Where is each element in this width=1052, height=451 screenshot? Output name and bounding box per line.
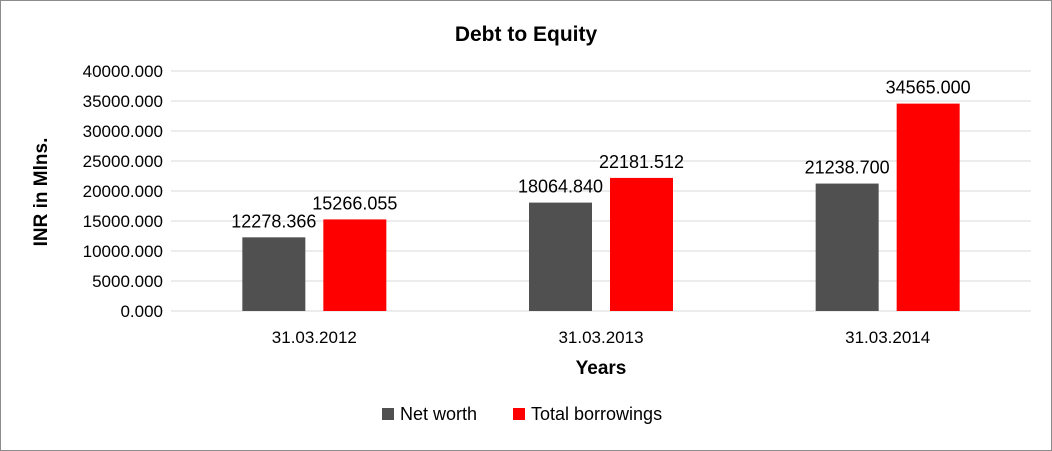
bar-net-worth <box>529 202 592 311</box>
bar-net-worth <box>242 237 306 311</box>
x-tick-label: 31.03.2012 <box>272 328 357 347</box>
y-tick-label: 20000.000 <box>83 182 163 201</box>
bar-total-borrowings <box>610 177 673 311</box>
y-tick-label: 0.000 <box>120 302 163 321</box>
chart-title: Debt to Equity <box>455 23 598 46</box>
legend-label: Total borrowings <box>531 404 662 424</box>
legend-label: Net worth <box>400 404 477 424</box>
data-label: 22181.512 <box>599 152 684 172</box>
data-label: 18064.840 <box>518 177 603 197</box>
data-label: 21238.700 <box>805 158 890 178</box>
legend: Net worth Total borrowings <box>382 404 662 424</box>
bar-net-worth <box>815 183 879 311</box>
gridlines <box>171 70 1031 312</box>
legend-swatch <box>513 408 525 420</box>
bar-total-borrowings <box>323 219 387 311</box>
x-tick-label: 31.03.2013 <box>558 328 643 347</box>
y-tick-label: 5000.000 <box>92 272 163 291</box>
y-axis-title: INR in Mlns. <box>31 138 52 247</box>
y-tick-label: 10000.000 <box>83 242 163 261</box>
data-label: 12278.366 <box>231 211 316 231</box>
data-label: 15266.055 <box>312 193 397 213</box>
data-label: 34565.000 <box>886 78 971 98</box>
x-tick-label: 31.03.2014 <box>845 328 930 347</box>
bars <box>242 103 960 311</box>
x-axis-ticks: 31.03.2012 31.03.2013 31.03.2014 <box>272 328 930 347</box>
y-tick-label: 35000.000 <box>83 92 163 111</box>
bar-total-borrowings <box>896 103 960 311</box>
y-tick-label: 15000.000 <box>83 212 163 231</box>
y-tick-label: 25000.000 <box>83 152 163 171</box>
y-tick-label: 30000.000 <box>83 122 163 141</box>
y-tick-label: 40000.000 <box>83 62 163 81</box>
legend-swatch <box>382 408 394 420</box>
y-axis-ticks: 0.000 5000.000 10000.000 15000.000 20000.000… <box>83 62 163 321</box>
x-axis-title: Years <box>576 358 627 379</box>
